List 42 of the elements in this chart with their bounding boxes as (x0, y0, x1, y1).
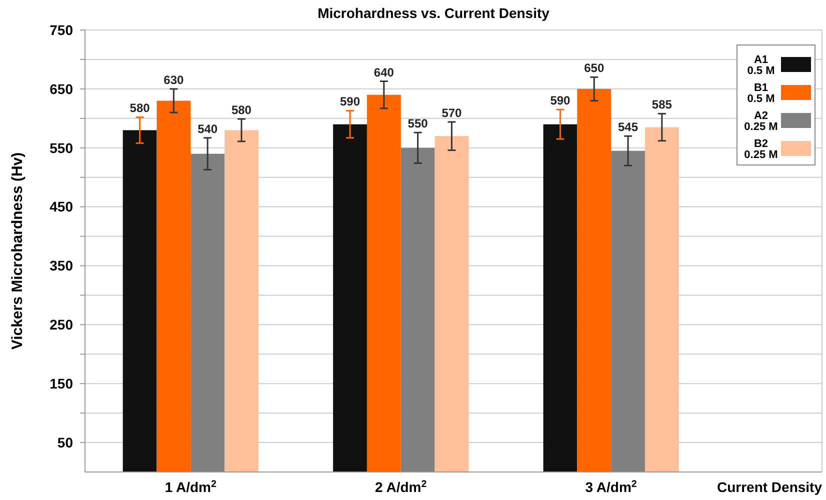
bar (543, 124, 578, 472)
data-label: 650 (584, 61, 604, 76)
x-tick-label: 1 A/dm$^{2}$ (164, 478, 217, 495)
data-label: 640 (374, 65, 394, 80)
bar (190, 154, 225, 472)
bar (577, 88, 612, 472)
bar (333, 124, 367, 472)
data-label: 550 (408, 116, 428, 131)
chart-title: Microhardness vs. Current Density (318, 5, 550, 21)
y-tick-label: 350 (50, 258, 74, 274)
data-label: 630 (164, 72, 184, 87)
data-label: 590 (550, 94, 571, 108)
y-tick-label: 550 (50, 140, 74, 156)
data-label: 570 (442, 106, 462, 120)
y-tick-label: 750 (50, 22, 74, 38)
legend-label: B1 0.5 M (747, 82, 775, 105)
y-axis-title: Vickers Microhardness (Hv) (9, 152, 26, 350)
x-axis-title: Current Density (716, 479, 822, 495)
bar (224, 130, 258, 472)
legend-label: A2 0.25 M (744, 110, 778, 133)
data-label: 590 (340, 94, 360, 109)
y-tick-label: 50 (57, 434, 74, 450)
bar (611, 150, 645, 472)
data-label: 540 (198, 122, 218, 136)
data-label: 545 (618, 120, 638, 134)
legend-label: A1 0.5 M (747, 54, 775, 77)
bar (366, 94, 401, 472)
data-label: 580 (231, 102, 252, 117)
bar (400, 148, 435, 472)
y-tick-label: 650 (50, 80, 74, 97)
x-tick-label: 3 A/dm$^{2}$ (585, 478, 638, 495)
y-tick-label: 150 (50, 376, 74, 392)
bar (434, 136, 469, 472)
legend-label: B2 0.25 M (744, 138, 778, 161)
data-label: 585 (652, 98, 672, 112)
bar (156, 100, 191, 472)
y-tick-label: 450 (50, 198, 74, 215)
bar (122, 130, 157, 472)
x-tick-label: 2 A/dm$^{2}$ (375, 478, 428, 495)
y-tick-label: 250 (50, 316, 74, 333)
bar (644, 127, 679, 472)
data-label: 580 (130, 101, 150, 116)
